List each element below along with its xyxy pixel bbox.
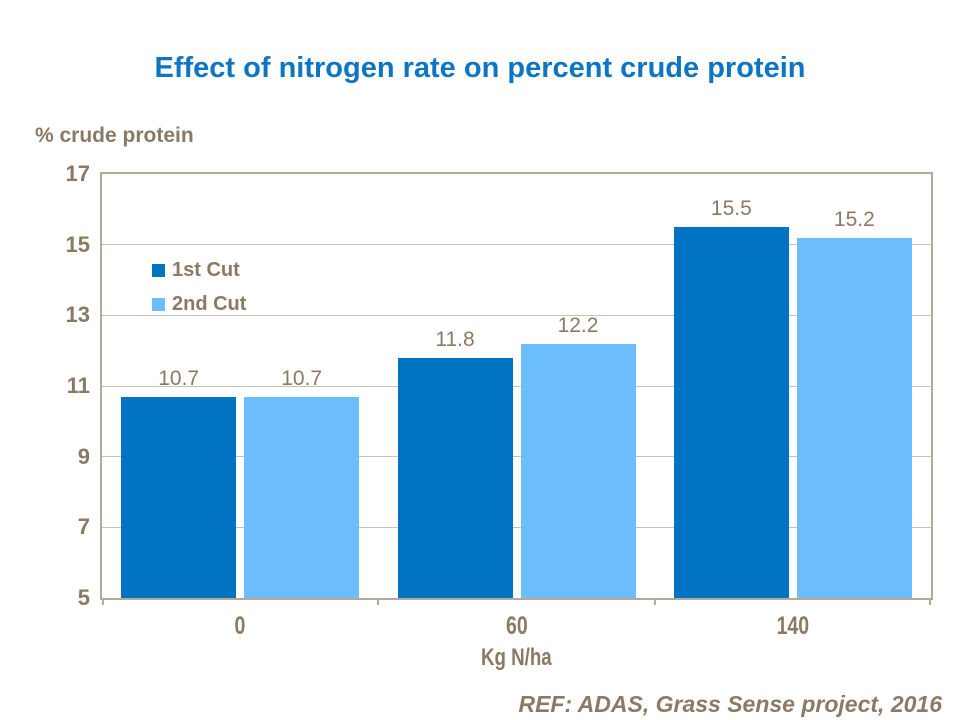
x-axis-tick bbox=[929, 598, 931, 605]
gridline-13 bbox=[102, 314, 931, 316]
bar-value-label: 10.7 bbox=[158, 366, 200, 390]
x-category-label-140: 140 bbox=[655, 612, 931, 641]
bar-1st-cut-cat-140 bbox=[673, 227, 789, 598]
gridline-7 bbox=[102, 526, 931, 528]
y-tick-label-9: 9 bbox=[77, 443, 90, 469]
x-axis-title: Kg N/ha bbox=[102, 644, 931, 672]
chart-title: Effect of nitrogen rate on percent crude… bbox=[154, 52, 806, 84]
y-tick-label-11: 11 bbox=[66, 373, 90, 398]
x-category-labels: 0 60 140 bbox=[102, 612, 931, 642]
y-tick-label-17: 17 bbox=[65, 161, 90, 186]
y-tick-label-7: 7 bbox=[77, 514, 90, 540]
bar-value-label: 15.2 bbox=[833, 207, 875, 231]
bar-1st-cut-cat-0 bbox=[121, 396, 237, 598]
bar-value-label: 10.7 bbox=[281, 366, 323, 390]
bar-1st-cut-cat-60 bbox=[397, 357, 513, 598]
x-axis-tick bbox=[653, 598, 656, 605]
bar-2nd-cut-cat-60 bbox=[520, 343, 636, 598]
bar-2nd-cut-cat-140 bbox=[796, 237, 912, 598]
legend-label: 2nd Cut bbox=[172, 292, 247, 315]
legend-swatch-icon bbox=[152, 297, 165, 311]
bar-value-label: 15.5 bbox=[710, 197, 752, 220]
x-category-label-text: 140 bbox=[776, 612, 810, 640]
legend-label: 1st Cut bbox=[172, 258, 240, 281]
x-category-label-60: 60 bbox=[378, 612, 654, 641]
bar-2nd-cut-cat-0 bbox=[244, 396, 360, 598]
bar-value-label: 12.2 bbox=[557, 313, 599, 337]
gridline-15 bbox=[102, 244, 931, 246]
x-axis-title-text: Kg N/ha bbox=[481, 644, 552, 671]
gridline-9 bbox=[102, 456, 931, 458]
x-category-label-0: 0 bbox=[102, 612, 378, 641]
plot-area: 1st Cut 2nd Cut 10.7 11.8 15.5 10.7 12.2 15.2 bbox=[100, 172, 933, 605]
x-category-label-text: 60 bbox=[505, 612, 528, 640]
legend-row-1st-cut: 1st Cut bbox=[152, 258, 246, 282]
x-axis-tick bbox=[377, 598, 380, 605]
y-tick-labels: 5 7 9 11 13 15 17 bbox=[28, 162, 90, 610]
y-tick-label-5: 5 bbox=[77, 585, 90, 610]
gridline-11 bbox=[102, 385, 931, 387]
reference-footer: REF: ADAS, Grass Sense project, 2016 bbox=[518, 691, 942, 717]
y-tick-label-15: 15 bbox=[65, 231, 90, 257]
x-category-label-text: 0 bbox=[234, 612, 246, 640]
legend-swatch-icon bbox=[152, 263, 165, 277]
legend-row-2nd-cut: 2nd Cut bbox=[152, 292, 246, 316]
y-axis-title: % crude protein bbox=[35, 124, 194, 147]
legend: 1st Cut 2nd Cut bbox=[152, 258, 246, 326]
x-axis-tick bbox=[102, 598, 104, 605]
y-tick-label-13: 13 bbox=[65, 302, 90, 328]
bar-value-label: 11.8 bbox=[435, 327, 475, 351]
